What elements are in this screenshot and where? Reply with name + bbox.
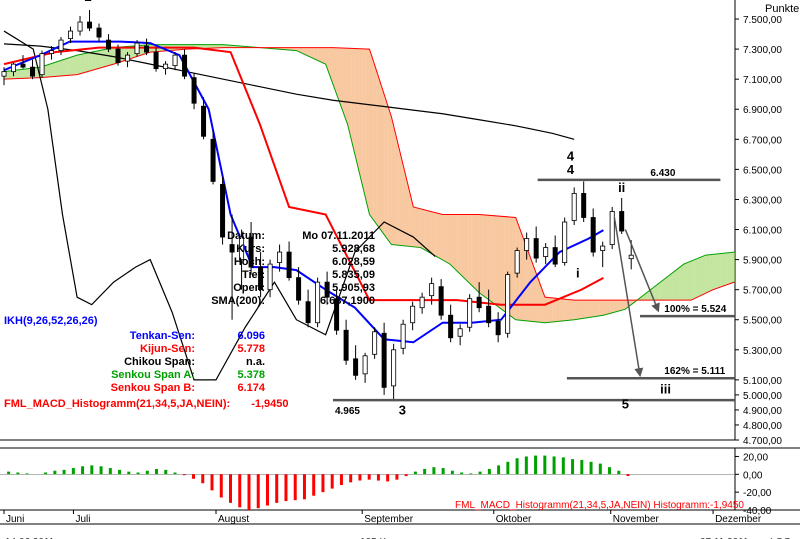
svg-text:4: 4 — [567, 162, 575, 177]
svg-text:0,00: 0,00 — [743, 470, 763, 481]
macd-title: FML_MACD_Histogramm(21,34,5,JA,NEIN): -1… — [4, 398, 289, 411]
svg-text:4.700,00: 4.700,00 — [743, 436, 782, 447]
svg-text:5.000,00: 5.000,00 — [743, 391, 782, 402]
svg-text:6.700,00: 6.700,00 — [743, 135, 782, 146]
svg-text:Oktober: Oktober — [496, 514, 532, 525]
svg-text:5.500,00: 5.500,00 — [743, 316, 782, 327]
ikh-info: Tenkan-Sen:6.096Kijun-Sen:5.778Chikou Sp… — [75, 330, 295, 395]
svg-text:3: 3 — [399, 402, 406, 417]
svg-text:162% = 5.111: 162% = 5.111 — [664, 366, 725, 377]
svg-text:Juli: Juli — [75, 514, 90, 525]
ohlc-date-value: Mo 07.11.2011 — [265, 230, 375, 243]
ikh-title: IKH(9,26,52,26,26) — [4, 315, 98, 328]
svg-text:5.100,00: 5.100,00 — [743, 376, 782, 387]
svg-text:-20,00: -20,00 — [743, 488, 772, 499]
svg-text:Punkte: Punkte — [765, 3, 799, 15]
svg-text:5.300,00: 5.300,00 — [743, 346, 782, 357]
svg-text:6.300,00: 6.300,00 — [743, 195, 782, 206]
svg-text:iii: iii — [660, 381, 671, 396]
svg-text:7.500,00: 7.500,00 — [743, 15, 782, 26]
svg-text:5: 5 — [622, 396, 629, 411]
svg-text:7.100,00: 7.100,00 — [743, 75, 782, 86]
svg-text:4.800,00: 4.800,00 — [743, 421, 782, 432]
svg-text:6.100,00: 6.100,00 — [743, 226, 782, 237]
svg-text:20,00: 20,00 — [743, 452, 768, 463]
svg-text:4.965: 4.965 — [335, 406, 360, 417]
svg-text:7.300,00: 7.300,00 — [743, 45, 782, 56]
svg-text:5.900,00: 5.900,00 — [743, 256, 782, 267]
ohlc-info: Datum: Mo 07.11.2011 Kurs:5.928,68Hoch:6… — [185, 230, 385, 308]
svg-text:6.900,00: 6.900,00 — [743, 105, 782, 116]
svg-text:FML_MACD_Histogramm(21,34,5,JA: FML_MACD_Histogramm(21,34,5,JA,NEIN) His… — [455, 500, 744, 511]
svg-text:100% = 5.524: 100% = 5.524 — [664, 304, 726, 315]
svg-text:4.900,00: 4.900,00 — [743, 406, 782, 417]
svg-text:Juni: Juni — [6, 514, 24, 525]
ohlc-date-label: Datum: — [185, 230, 265, 243]
svg-text:i: i — [576, 266, 580, 281]
svg-text:-40,00: -40,00 — [743, 506, 772, 517]
svg-text:6.430: 6.430 — [650, 168, 675, 179]
svg-text:August: August — [218, 514, 249, 525]
svg-text:6.500,00: 6.500,00 — [743, 165, 782, 176]
svg-text:November: November — [613, 514, 660, 525]
svg-text:4: 4 — [567, 148, 575, 163]
svg-text:September: September — [364, 514, 414, 525]
svg-text:5.700,00: 5.700,00 — [743, 286, 782, 297]
svg-text:ii: ii — [618, 180, 625, 195]
svg-text:2: 2 — [84, 0, 91, 4]
price-chart: Punkte 4.700,00 5.100,00 5.300,00 5.500,00 5.… — [0, 0, 800, 539]
